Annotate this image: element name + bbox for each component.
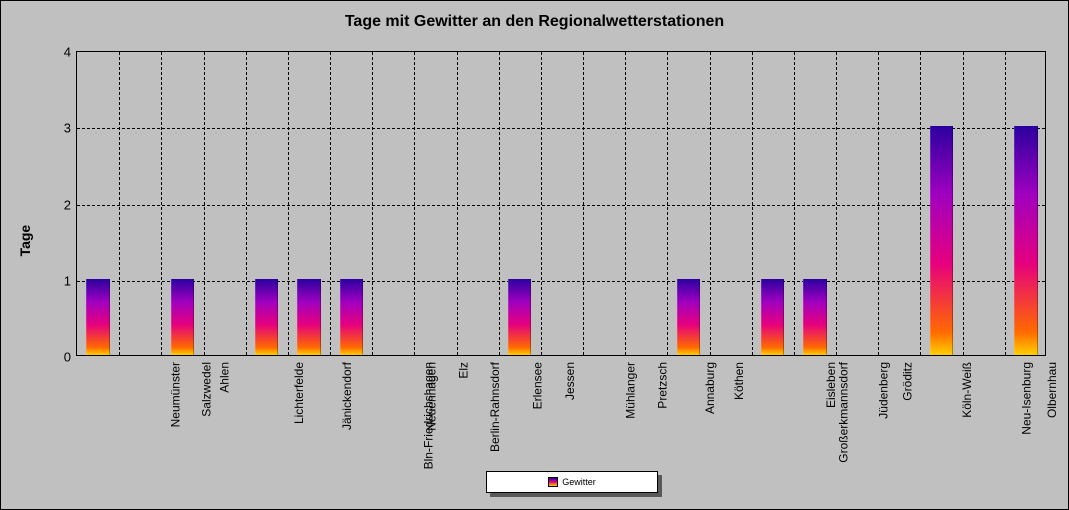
grid-v [414,52,415,355]
grid-h [77,205,1045,206]
y-tick-label: 2 [64,197,77,212]
y-tick-label: 4 [64,45,77,60]
grid-v [119,52,120,355]
grid-v [963,52,964,355]
plot-area: 01234 [76,51,1046,356]
bar [677,279,700,355]
x-category-label: Mühlanger [624,362,638,419]
chart-title: Tage mit Gewitter an den Regionalwetters… [1,13,1068,31]
x-category-label: Annaburg [703,362,717,414]
x-category-label: Olbernhau [1045,362,1059,418]
x-category-label: Gröditz [901,362,915,401]
bar [86,279,109,355]
grid-v [710,52,711,355]
x-category-label: Eisleben [824,362,838,408]
x-category-label: Erlensee [530,362,544,409]
x-category-label: Elz [457,362,471,379]
grid-v [625,52,626,355]
grid-v [878,52,879,355]
x-category-label: Köthen [732,362,746,400]
grid-v [583,52,584,355]
grid-v [541,52,542,355]
x-category-label: Neu-Isenburg [1019,362,1033,435]
grid-v [246,52,247,355]
grid-v [920,52,921,355]
y-tick-label: 0 [64,350,77,365]
bar [340,279,363,355]
x-category-label: Jänickendorf [340,362,354,430]
bar [171,279,194,355]
grid-v [752,52,753,355]
bar [930,126,953,355]
grid-v [1005,52,1006,355]
x-category-label: Salzwedel [200,362,214,417]
x-category-label: Köln-Weiß [960,362,974,418]
grid-v [794,52,795,355]
grid-h [77,128,1045,129]
x-category-label: Jüdenberg [877,362,891,419]
x-category-label: Lichterfelde [292,362,306,424]
bar [508,279,531,355]
x-category-label: Neuenhagen [425,362,439,431]
y-tick-label: 3 [64,121,77,136]
grid-v [330,52,331,355]
bar [761,279,784,355]
grid-v [836,52,837,355]
grid-v [499,52,500,355]
grid-v [372,52,373,355]
x-category-label: Pretzsch [656,362,670,409]
bar [297,279,320,355]
chart-container: Tage mit Gewitter an den Regionalwetters… [0,0,1069,510]
legend-swatch [548,477,558,487]
bar [803,279,826,355]
x-category-label: Großerkmannsdorf [836,362,850,463]
y-axis-label: Tage [17,225,33,257]
grid-v [161,52,162,355]
y-tick-label: 1 [64,273,77,288]
grid-h [77,281,1045,282]
legend: Gewitter [486,471,658,493]
x-category-label: Jessen [563,362,577,400]
x-category-label: Neumünster [168,362,182,427]
grid-v [288,52,289,355]
x-category-label: Ahlen [218,362,232,393]
legend-label: Gewitter [562,477,596,487]
bar [255,279,278,355]
grid-v [204,52,205,355]
grid-v [457,52,458,355]
bar [1014,126,1037,355]
grid-v [667,52,668,355]
x-category-label: Berlin-Rahnsdorf [488,362,502,452]
